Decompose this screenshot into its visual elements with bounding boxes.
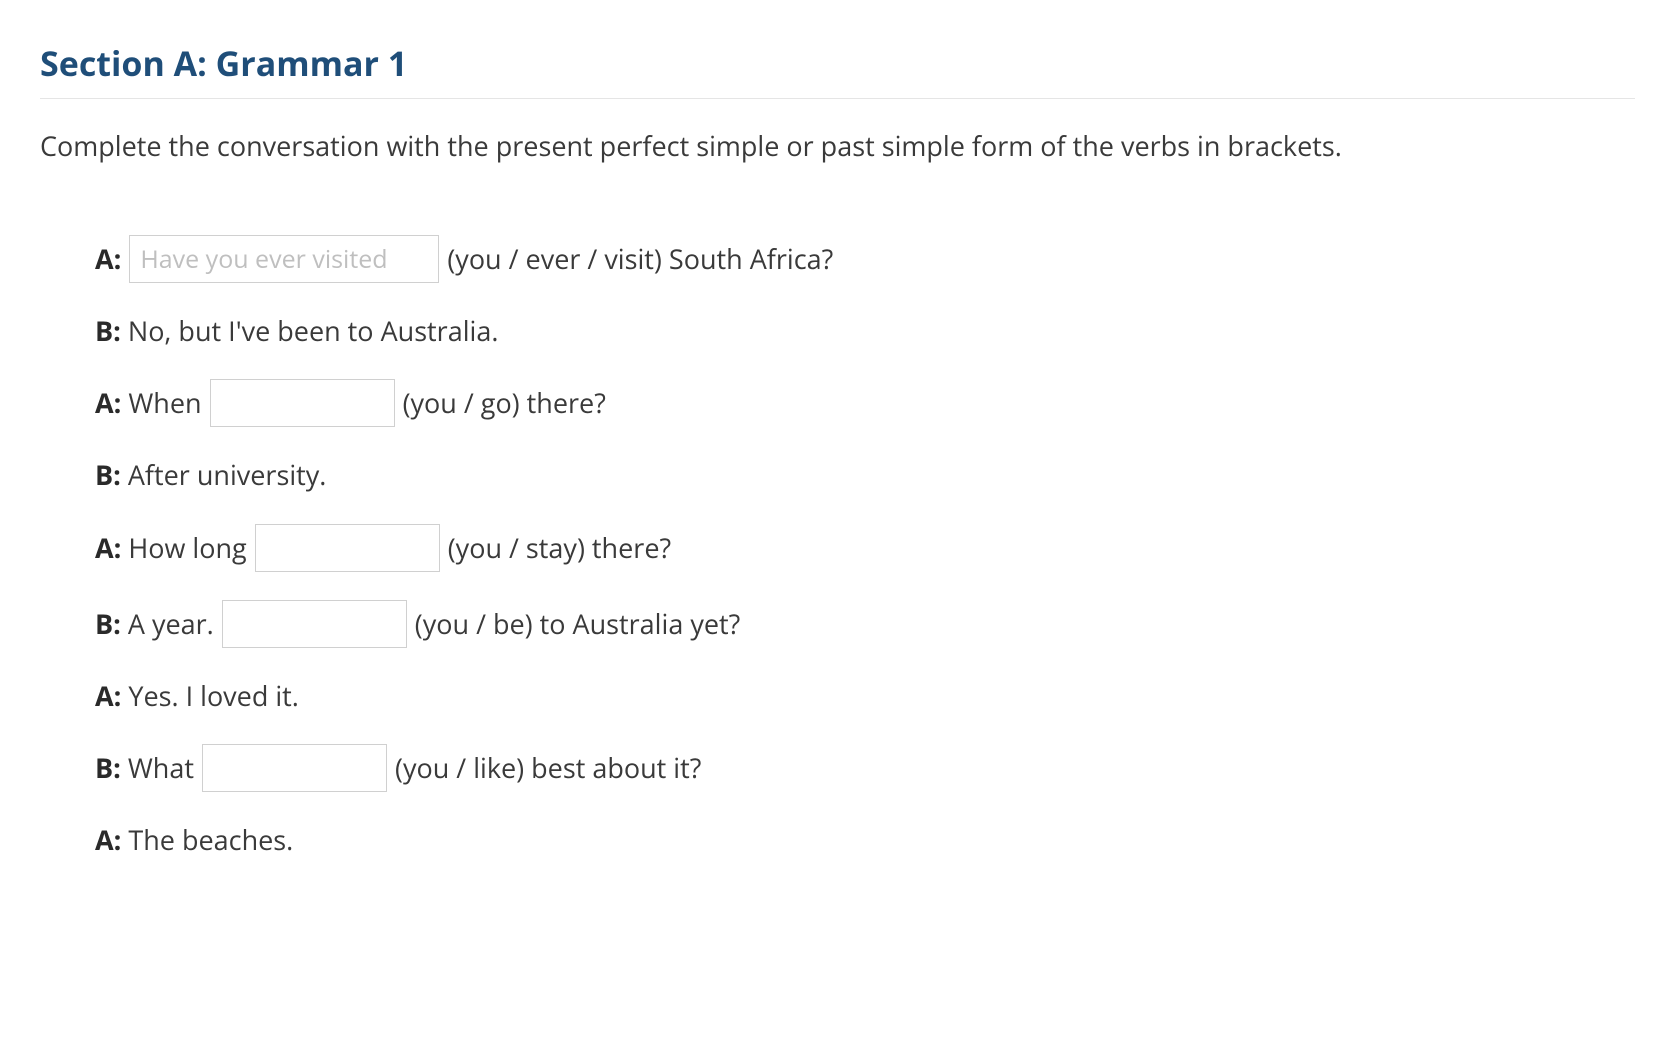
answer-input-4[interactable] [222, 600, 407, 648]
line-text: (you / go) there? [403, 383, 606, 424]
answer-input-1[interactable] [129, 235, 439, 283]
answer-input-2[interactable] [210, 379, 395, 427]
conversation-line: B: After university. [95, 455, 1635, 496]
speaker-label: B: [95, 311, 121, 352]
line-text: (you / stay) there? [448, 528, 671, 569]
line-text: The beaches. [128, 820, 293, 861]
answer-input-5[interactable] [202, 744, 387, 792]
line-text: Yes. I loved it. [128, 676, 299, 717]
line-text: When [128, 383, 201, 424]
line-text: (you / be) to Australia yet? [415, 604, 741, 645]
conversation-line: A: Yes. I loved it. [95, 676, 1635, 717]
speaker-label: B: [95, 748, 121, 789]
section-heading: Section A: Grammar 1 [40, 40, 1635, 86]
conversation-line: B: No, but I've been to Australia. [95, 311, 1635, 352]
line-text: (you / like) best about it? [395, 748, 701, 789]
line-text: (you / ever / visit) South Africa? [447, 239, 833, 280]
speaker-label: B: [95, 604, 121, 645]
speaker-label: A: [95, 383, 121, 424]
section-divider [40, 98, 1635, 99]
speaker-label: A: [95, 820, 121, 861]
conversation-container: A: (you / ever / visit) South Africa? B:… [40, 235, 1635, 861]
conversation-line: A: When (you / go) there? [95, 379, 1635, 427]
speaker-label: A: [95, 239, 121, 280]
answer-input-3[interactable] [255, 524, 440, 572]
line-text: No, but I've been to Australia. [128, 311, 499, 352]
speaker-label: A: [95, 676, 121, 717]
line-text: How long [128, 528, 246, 569]
conversation-line: A: (you / ever / visit) South Africa? [95, 235, 1635, 283]
line-text: What [128, 748, 194, 789]
line-text: After university. [128, 455, 327, 496]
conversation-line: B: A year. (you / be) to Australia yet? [95, 600, 1635, 648]
conversation-line: A: The beaches. [95, 820, 1635, 861]
instructions-text: Complete the conversation with the prese… [40, 127, 1635, 165]
speaker-label: B: [95, 455, 121, 496]
speaker-label: A: [95, 528, 121, 569]
conversation-line: B: What (you / like) best about it? [95, 744, 1635, 792]
conversation-line: A: How long (you / stay) there? [95, 524, 1635, 572]
line-text: A year. [128, 604, 214, 645]
